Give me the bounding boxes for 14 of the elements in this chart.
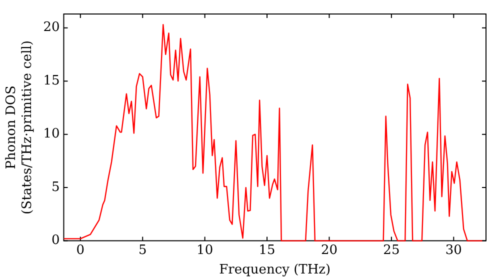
y-tick-label: 5	[51, 180, 60, 195]
y-tick-label: 20	[43, 20, 60, 36]
y-tick-label: 15	[43, 73, 60, 88]
y-tick-label: 10	[43, 126, 60, 142]
x-tick-label: 5	[138, 242, 147, 258]
x-tick-label: 20	[320, 242, 338, 258]
x-tick-label: 0	[76, 242, 85, 258]
x-tick-label: 30	[445, 242, 462, 258]
x-tick-label: 25	[383, 242, 400, 258]
x-tick-label: 15	[258, 242, 276, 258]
x-axis-title: Frequency (THz)	[219, 262, 331, 278]
y-axis-title: Phonon DOS (States/THz·primitive cell)	[4, 40, 35, 214]
y-tick-label: 0	[51, 233, 60, 248]
x-tick-label: 10	[196, 242, 214, 258]
